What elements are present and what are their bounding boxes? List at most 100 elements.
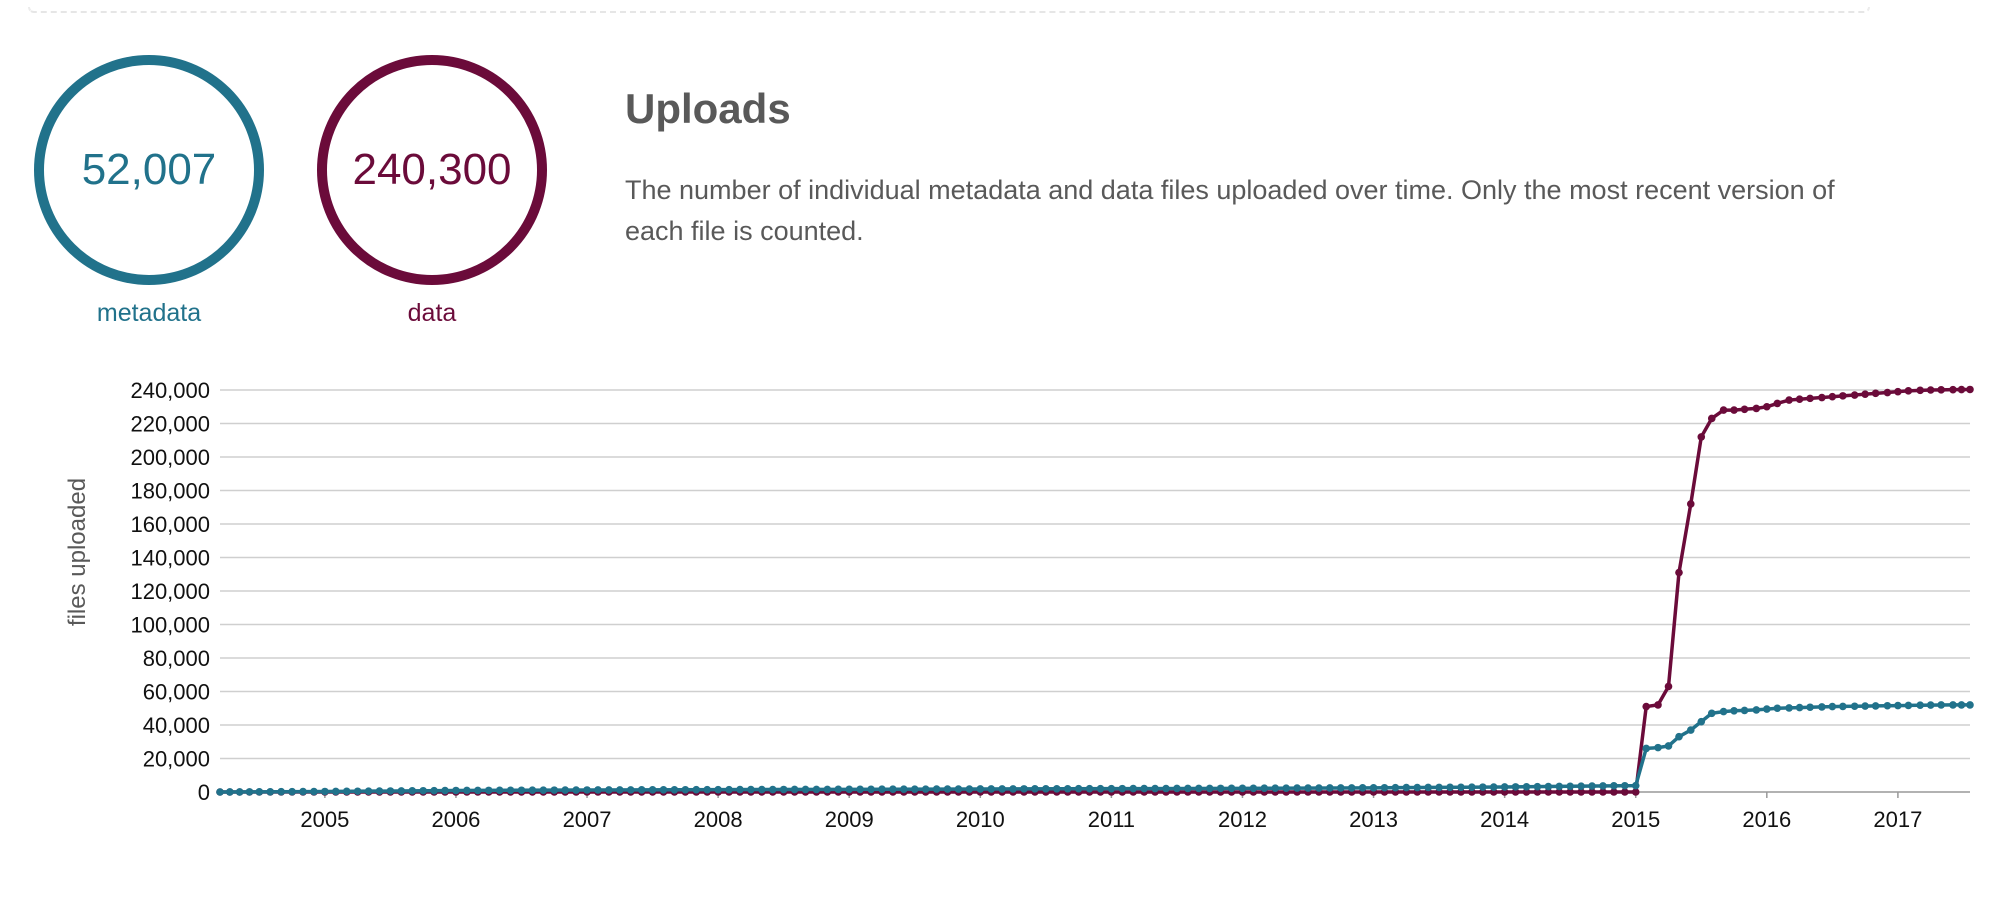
- metadata-point: [353, 787, 362, 796]
- data-count-ring: 240,300: [317, 55, 547, 285]
- metadata-point: [1020, 785, 1028, 793]
- metadata-point: [1806, 703, 1814, 712]
- metadata-point: [670, 785, 679, 794]
- metadata-point: [605, 786, 613, 794]
- metadata-point: [932, 785, 941, 793]
- metadata-point: [419, 786, 427, 795]
- metadata-point: [1664, 742, 1673, 750]
- metadata-point: [375, 787, 384, 795]
- metadata-point: [692, 785, 701, 794]
- y-tick-label: 220,000: [130, 412, 210, 437]
- metadata-point: [310, 787, 318, 796]
- metadata-point: [1009, 785, 1017, 793]
- x-tick-label: 2011: [1088, 807, 1135, 832]
- x-tick-label: 2010: [956, 807, 1005, 832]
- metadata-point: [550, 786, 559, 794]
- data-point: [1763, 402, 1771, 411]
- x-tick-label: 2013: [1349, 807, 1398, 832]
- metadata-point: [965, 785, 974, 793]
- metadata-point: [637, 786, 646, 794]
- metadata-point: [331, 787, 340, 796]
- chart-series: [216, 385, 1974, 796]
- metadata-point: [1511, 783, 1520, 791]
- data-point: [1675, 568, 1683, 577]
- data-stat: 240,300 data: [307, 55, 557, 328]
- metadata-point: [1555, 782, 1564, 791]
- metadata-point: [1140, 784, 1148, 793]
- metadata-point: [277, 787, 285, 796]
- metadata-point: [1773, 704, 1782, 713]
- metadata-point: [1194, 784, 1203, 793]
- metadata-point: [495, 786, 504, 795]
- metadata-point: [659, 785, 668, 794]
- data-point: [1544, 788, 1553, 796]
- metadata-point: [758, 785, 766, 794]
- metadata-point: [790, 785, 799, 794]
- metadata-point: [1631, 781, 1640, 790]
- section-description: The number of individual metadata and da…: [625, 175, 1835, 246]
- data-point: [1773, 399, 1782, 408]
- metadata-point: [397, 787, 406, 795]
- metadata-point: [452, 786, 460, 795]
- data-point: [1664, 682, 1673, 691]
- metadata-point: [812, 785, 821, 794]
- metadata-point: [1795, 703, 1804, 712]
- data-point: [1566, 788, 1574, 796]
- y-tick-label: 20,000: [143, 747, 210, 772]
- metadata-point: [1785, 704, 1793, 712]
- metadata-point: [1577, 782, 1585, 790]
- y-tick-label: 100,000: [130, 613, 210, 638]
- metadata-point: [1686, 726, 1695, 734]
- metadata-point: [1916, 701, 1924, 710]
- metadata-point: [517, 786, 526, 795]
- section-title: Uploads: [625, 85, 791, 132]
- metadata-point: [954, 785, 963, 793]
- metadata-point: [528, 786, 537, 794]
- metadata-line: [219, 703, 1971, 794]
- metadata-point: [1457, 783, 1465, 792]
- data-point: [1871, 389, 1880, 398]
- metadata-point: [1216, 784, 1225, 793]
- data-point: [1686, 500, 1695, 508]
- metadata-point: [1063, 784, 1072, 793]
- metadata-point: [1042, 785, 1050, 793]
- metadata-point: [747, 785, 755, 794]
- metadata-point: [736, 785, 744, 794]
- y-tick-label: 140,000: [130, 546, 210, 571]
- metadata-point: [1675, 732, 1683, 741]
- data-point: [1730, 406, 1738, 414]
- x-tick-label: 2016: [1742, 807, 1791, 832]
- metadata-point: [539, 786, 548, 794]
- metadata-point: [1654, 743, 1662, 752]
- metadata-point: [342, 787, 351, 796]
- metadata-point: [1151, 784, 1159, 793]
- metadata-point: [1957, 701, 1966, 709]
- metadata-point: [1588, 782, 1596, 790]
- metadata-point: [681, 785, 690, 794]
- metadata-point: [1871, 702, 1880, 710]
- metadata-point: [474, 786, 482, 795]
- metadata-point: [1966, 701, 1974, 709]
- metadata-point: [299, 787, 307, 796]
- metadata-point: [1435, 783, 1443, 792]
- uploads-line-chart: 0 20,000 40,000 60,000 80,000 100,000 120,000 1…: [64, 378, 1974, 832]
- metadata-point: [1184, 784, 1192, 793]
- y-axis-label: files uploaded: [64, 478, 91, 626]
- y-tick-label: 40,000: [143, 713, 210, 738]
- metadata-point: [1446, 783, 1454, 792]
- metadata-point: [823, 785, 832, 794]
- x-tick-label: 2008: [694, 807, 743, 832]
- metadata-point: [441, 786, 449, 795]
- metadata-point: [1828, 702, 1837, 711]
- metadata-point: [1468, 783, 1476, 791]
- y-tick-label: 160,000: [130, 512, 210, 537]
- y-tick-label: 240,000: [130, 378, 210, 403]
- metadata-point: [1260, 784, 1269, 793]
- metadata-point: [714, 785, 722, 794]
- data-point: [1828, 392, 1837, 401]
- metadata-point: [1850, 702, 1859, 711]
- metadata-point: [1489, 783, 1498, 791]
- metadata-point: [235, 788, 244, 796]
- metadata-point: [1096, 784, 1105, 793]
- y-tick-label: 60,000: [143, 680, 210, 705]
